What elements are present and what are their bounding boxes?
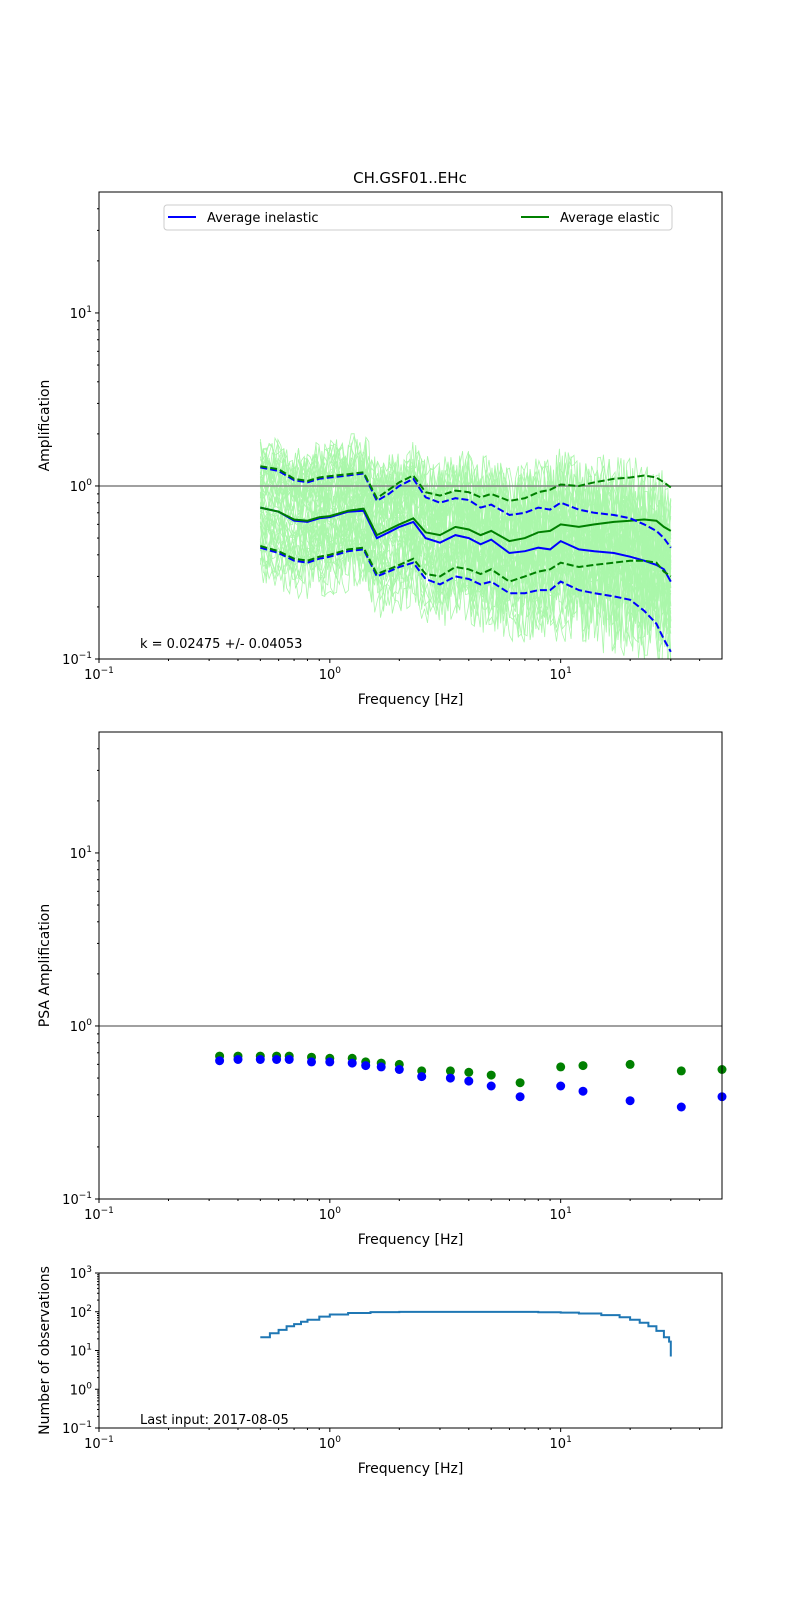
axes-frame: [98, 731, 723, 1200]
psa-point-inelastic: [347, 1058, 357, 1068]
psa-point-elastic: [625, 1059, 635, 1069]
psa-point-inelastic: [284, 1055, 294, 1064]
y-tick-label: 100: [70, 1381, 93, 1398]
elastic-lower-sigma-line: [260, 545, 672, 583]
inelastic-lower-sigma-line: [260, 546, 672, 653]
psa-point-inelastic: [417, 1072, 427, 1082]
x-tick-label: 100: [319, 1435, 342, 1452]
x-tick-label: 100: [319, 666, 342, 683]
x-tick-label: 10−1: [84, 1435, 114, 1452]
y-tick-label: 103: [70, 1265, 92, 1282]
psa-point-inelastic: [464, 1076, 474, 1086]
psa-point-elastic: [445, 1066, 455, 1076]
last-input-annotation: Last input: 2017-08-05: [140, 1413, 289, 1428]
x-tick-label: 10−1: [84, 666, 114, 683]
average-elastic-line: [260, 506, 672, 543]
x-axis-label: Frequency [Hz]: [358, 1232, 464, 1248]
psa-point-inelastic: [625, 1096, 635, 1106]
psa-point-elastic: [515, 1078, 525, 1088]
psa-point-inelastic: [676, 1102, 686, 1112]
legend-box: [163, 204, 673, 231]
psa-point-elastic: [676, 1066, 686, 1076]
psa-point-elastic: [464, 1067, 474, 1077]
kappa-annotation: k = 0.02475 +/- 0.04053: [140, 637, 302, 652]
y-tick-label: 10−1: [62, 651, 92, 668]
psa-point-inelastic: [215, 1056, 225, 1066]
individual-event-curve: [259, 533, 672, 652]
legend-label-elastic: Average elastic: [560, 211, 660, 226]
x-axis-label: Frequency [Hz]: [358, 1461, 464, 1477]
psa-point-inelastic: [233, 1055, 243, 1064]
legend: Average inelastic Average elastic: [163, 204, 673, 231]
elastic-upper-sigma-line: [260, 465, 672, 502]
y-tick-label: 101: [70, 845, 92, 862]
x-tick-label: 10−1: [84, 1206, 114, 1223]
y-axis-label: PSA Amplification: [37, 904, 53, 1027]
legend-label-inelastic: Average inelastic: [207, 211, 319, 226]
psa-point-elastic: [578, 1061, 588, 1071]
psa-point-inelastic: [556, 1081, 566, 1091]
psa-point-inelastic: [272, 1055, 282, 1064]
y-tick-label: 100: [70, 478, 93, 495]
x-tick-label: 100: [319, 1206, 342, 1223]
psa-point-inelastic: [578, 1086, 588, 1096]
x-tick-label: 101: [550, 1435, 572, 1452]
psa-point-inelastic: [376, 1062, 386, 1072]
y-axis-label: Number of observations: [37, 1266, 53, 1435]
individual-event-curve: [260, 521, 672, 639]
y-tick-label: 100: [70, 1018, 93, 1035]
observations-count-panel: 10−1 100 101 10−1 100 101 102 103 Frequency [Hz]…: [37, 1265, 723, 1477]
psa-point-inelastic: [307, 1057, 316, 1067]
average-inelastic-line: [260, 506, 672, 583]
y-tick-label: 101: [70, 305, 92, 322]
individual-event-curve: [259, 518, 672, 649]
individual-event-curve: [259, 444, 672, 565]
x-axis-label: Frequency [Hz]: [358, 692, 464, 708]
plot-area: [260, 1310, 672, 1357]
psa-amplification-panel: 10−1 100 101 10−1 100 101 Frequency [Hz] PSA Am…: [37, 731, 727, 1248]
psa-point-inelastic: [361, 1061, 371, 1071]
y-axis-label: Amplification: [37, 380, 53, 472]
psa-point-elastic: [556, 1062, 566, 1072]
inelastic-upper-sigma-line: [260, 466, 672, 549]
plot-area: [99, 1025, 727, 1112]
y-tick-label: 10−1: [62, 1420, 92, 1437]
axes-frame: [98, 1272, 723, 1429]
psa-point-inelastic: [325, 1057, 335, 1067]
psa-point-inelastic: [255, 1055, 265, 1064]
observations-count-line: [260, 1310, 672, 1357]
x-tick-label: 101: [550, 1206, 572, 1223]
x-tick-label: 101: [550, 666, 572, 683]
psa-point-elastic: [486, 1070, 496, 1080]
individual-event-curve: [259, 456, 672, 594]
figure-title: CH.GSF01..EHc: [353, 169, 467, 187]
axes-frame: [98, 191, 723, 660]
individual-event-curve: [259, 538, 671, 659]
y-tick-label: 101: [70, 1343, 92, 1360]
psa-point-inelastic: [486, 1081, 496, 1091]
plot-area: [99, 433, 722, 659]
psa-point-inelastic: [394, 1065, 404, 1074]
individual-event-curve: [260, 438, 672, 562]
y-tick-label: 10−1: [62, 1191, 92, 1208]
psa-point-inelastic: [515, 1092, 525, 1102]
psa-point-inelastic: [445, 1073, 455, 1083]
amplification-panel: 10−1 100 101 10−1 100 101 Frequency [Hz] Amplif…: [37, 191, 723, 708]
y-tick-label: 102: [70, 1304, 92, 1321]
